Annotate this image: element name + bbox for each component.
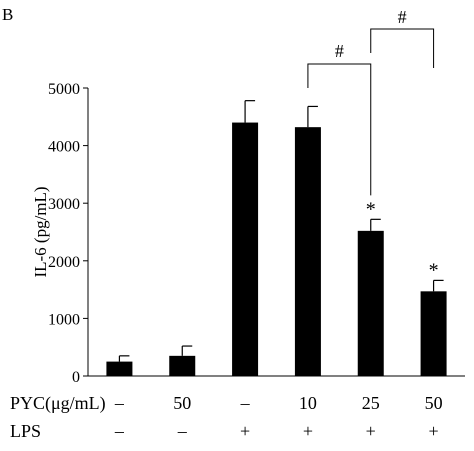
y-tick-label: 4000 [48,139,80,156]
row-value: 50 [173,393,191,413]
significance-star: * [429,259,439,281]
row-value: – [114,393,125,413]
y-axis-label: IL-6 (pg/mL) [31,186,50,277]
row-value: – [114,421,125,441]
row-value: – [177,421,188,441]
significance-star: * [366,198,376,220]
row-value: 25 [362,393,380,413]
bracket-label: # [398,7,407,27]
significance-bracket [307,63,372,196]
bar [232,122,259,376]
bar [106,361,133,376]
significance-brackets: ## [307,7,435,196]
bar [420,291,447,376]
y-tick-label: 0 [72,369,80,386]
bar [357,230,384,376]
row-value: + [429,421,439,441]
row-value: 50 [425,393,443,413]
row-value: + [240,421,250,441]
row-value: + [303,421,313,441]
y-tick-label: 3000 [48,196,80,213]
row-value: + [366,421,376,441]
row-label: LPS [10,421,41,441]
bar [169,355,196,376]
y-tick-label: 2000 [48,254,80,271]
panel-label: B [2,5,13,24]
row-value: – [240,393,251,413]
bar [294,127,321,376]
row-value: 10 [299,393,317,413]
row-label: PYC(μg/mL) [10,393,106,414]
y-tick-label: 5000 [48,81,80,98]
bracket-label: # [335,41,344,61]
y-axis: 0 1000 2000 3000 4000 5000 IL-6 (pg/mL) [31,81,465,386]
bars: ** [106,100,447,376]
significance-bracket [370,28,435,68]
y-tick-label: 1000 [48,311,80,328]
